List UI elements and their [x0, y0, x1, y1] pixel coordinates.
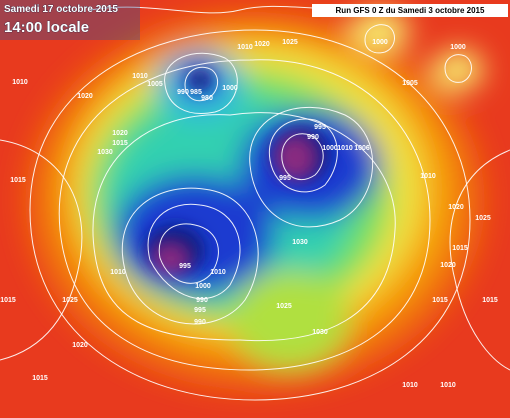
isobar-label: 1005 [402, 80, 418, 87]
isobar-label: 1025 [276, 303, 292, 310]
isobar-label: 1010 [420, 173, 436, 180]
isobar-label: 1015 [112, 140, 128, 147]
isobar-label: 1015 [452, 245, 468, 252]
isobar-label: 1010 [440, 382, 456, 389]
isobar-label: 1000 [222, 85, 238, 92]
isobar-label: 1000 [322, 145, 338, 152]
isobar-label: 1010 [402, 382, 418, 389]
isobar-label: 995 [279, 175, 291, 182]
forecast-date: Samedi 17 octobre 2015 [4, 4, 118, 15]
isobar-label: 990 [196, 297, 208, 304]
isobar-label: 1010 [12, 79, 28, 86]
isobar-label: 1015 [32, 375, 48, 382]
isobar-label: 1006 [354, 145, 370, 152]
isobars [0, 4, 510, 401]
isobar-label: 1015 [432, 297, 448, 304]
isobar-label: 1015 [482, 297, 498, 304]
isobar-label: 1020 [72, 342, 88, 349]
isobar-label: 1005 [147, 81, 163, 88]
isobar-label: 1025 [282, 39, 298, 46]
isobar-label: 1020 [448, 204, 464, 211]
isobar-label: 990 [307, 134, 319, 141]
isobar-label: 1010 [110, 269, 126, 276]
isobar-label: 1030 [312, 329, 328, 336]
isobar-label: 1030 [292, 239, 308, 246]
isobar-label: 1010 [132, 73, 148, 80]
run-box [312, 4, 508, 17]
isobar-label: 1010 [237, 44, 253, 51]
isobar-label: 990 [194, 319, 206, 326]
isobar-label: 1025 [475, 215, 491, 222]
isobar-label: 1010 [210, 269, 226, 276]
isobar-label: 1015 [0, 297, 16, 304]
isobar-label: 1000 [372, 39, 388, 46]
isobar-label: 1020 [112, 130, 128, 137]
isobar-label: 1020 [440, 262, 456, 269]
isobar-label: 1010 [337, 145, 353, 152]
forecast-time: 14:00 locale [4, 19, 89, 36]
isobar-label: 1020 [77, 93, 93, 100]
isobar-label: 990 [177, 89, 189, 96]
isobar-label: 980 [201, 95, 213, 102]
isobar-label: 1020 [254, 41, 270, 48]
isobar-label: 1025 [62, 297, 78, 304]
header-backdrop [0, 0, 140, 40]
isobar-label: 985 [190, 89, 202, 96]
isobar-label: 1030 [97, 149, 113, 156]
isobar-label: 995 [194, 307, 206, 314]
isobar-label: 995 [314, 124, 326, 131]
isobar-label: 1000 [450, 44, 466, 51]
isobar-label: 1015 [10, 177, 26, 184]
isobar-label: 1000 [195, 283, 211, 290]
isobar-label: 995 [179, 263, 191, 270]
run-info: Run GFS 0 Z du Samedi 3 octobre 2015 [336, 6, 485, 15]
